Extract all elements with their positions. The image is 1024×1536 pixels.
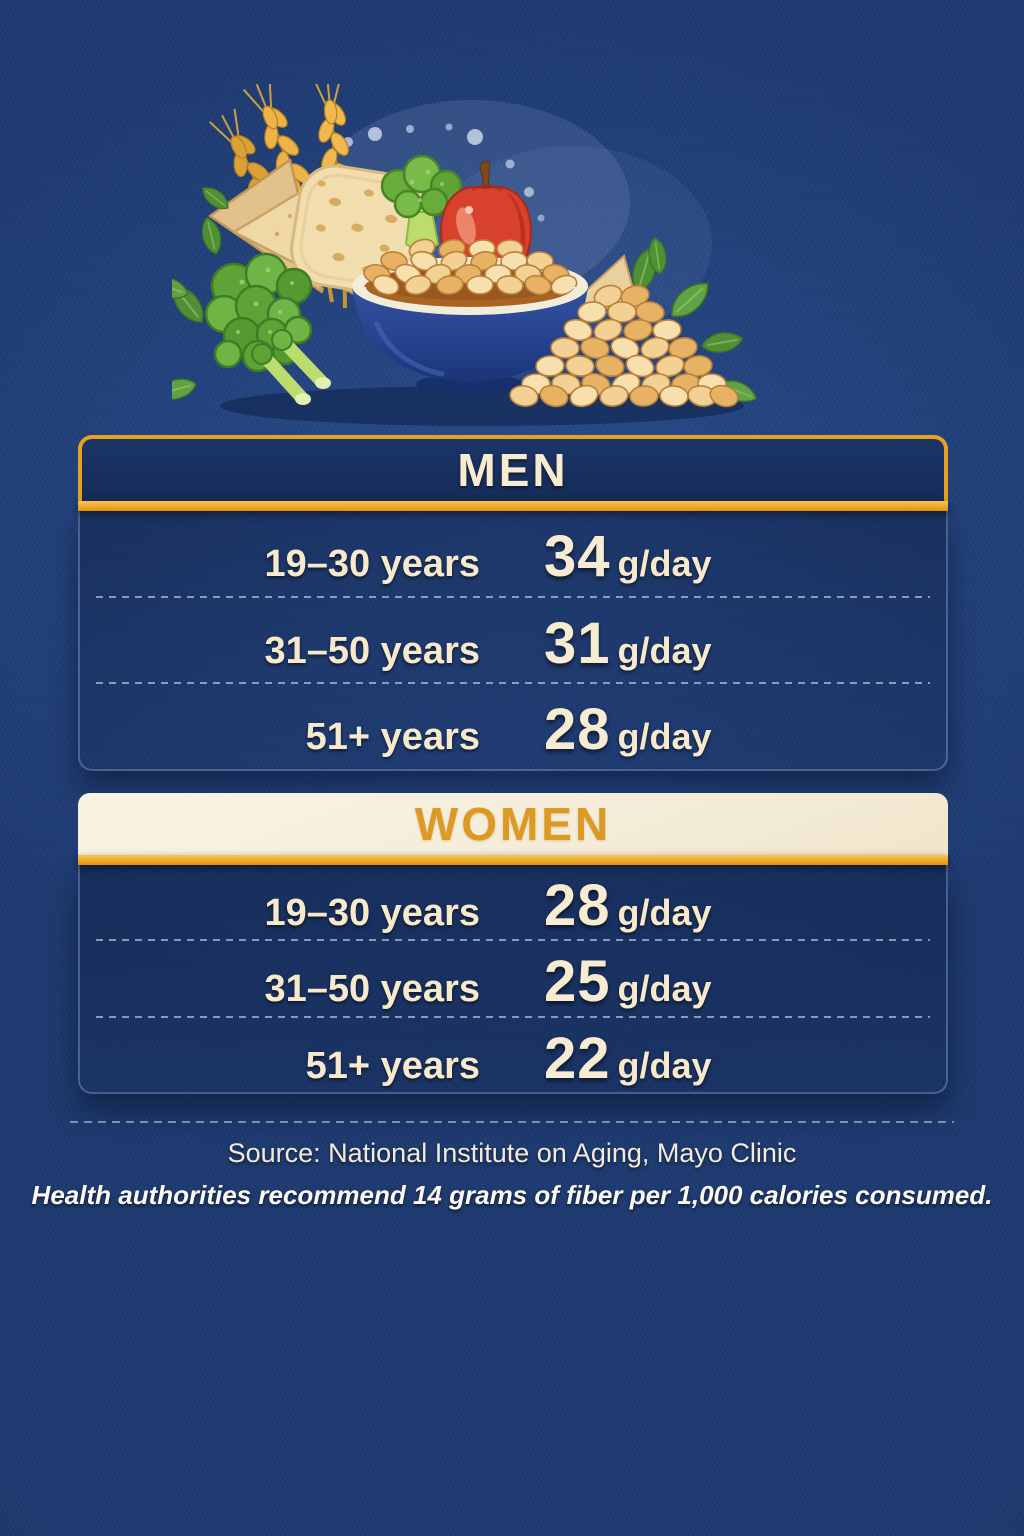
- value-cell: 31 g/day: [544, 610, 712, 676]
- row-divider: [96, 939, 930, 942]
- men-table-header: MEN: [78, 435, 948, 501]
- grams-value: 34: [544, 524, 611, 589]
- row-divider: [96, 682, 930, 685]
- age-label: 51+ years: [305, 1044, 480, 1087]
- women-gold-divider: [78, 855, 948, 865]
- fiber-foods-illustration: [144, 74, 852, 432]
- men-title: MEN: [457, 444, 569, 496]
- grams-unit: g/day: [617, 629, 712, 671]
- value-cell: 22 g/day: [544, 1025, 712, 1091]
- table-row: 51+ years 28 g/day: [80, 684, 946, 769]
- broccoli-cluster: [204, 252, 331, 405]
- grams-unit: g/day: [617, 1044, 712, 1086]
- value-cell: 25 g/day: [544, 953, 712, 1011]
- table-row: 51+ years 22 g/day: [80, 1018, 946, 1092]
- grams-value: 28: [544, 873, 611, 938]
- grams-value: 28: [544, 697, 611, 763]
- women-title: WOMEN: [414, 798, 612, 850]
- grams-value: 25: [544, 949, 611, 1015]
- value-cell: 28 g/day: [544, 701, 712, 759]
- age-label: 19–30 years: [264, 892, 480, 934]
- recommendation-text: Health authorities recommend 14 grams of…: [31, 1180, 993, 1210]
- bean-bowl: [352, 238, 588, 394]
- age-label: 19–30 years: [264, 543, 480, 585]
- nut-pile: [509, 284, 739, 408]
- sparkle-dots: [343, 123, 545, 222]
- table-row: 19–30 years 28 g/day: [80, 865, 946, 939]
- footer-divider: [70, 1121, 954, 1123]
- table-row: 31–50 years 31 g/day: [80, 598, 946, 683]
- women-table: WOMEN 19–30 years 28 g/day 31–50 years 2…: [78, 793, 948, 1094]
- grams-value: 31: [544, 610, 611, 676]
- men-gold-divider: [78, 501, 948, 511]
- men-table-body: 19–30 years 34 g/day 31–50 years 31 g/da…: [78, 511, 948, 771]
- grams-unit: g/day: [617, 968, 712, 1010]
- table-row: 31–50 years 25 g/day: [80, 941, 946, 1015]
- grams-unit: g/day: [617, 892, 712, 933]
- broccoli-top: [380, 154, 463, 251]
- men-table: MEN 19–30 years 34 g/day 31–50 years 31 …: [78, 435, 948, 771]
- row-divider: [96, 1015, 930, 1018]
- fiber-foods-svg: [144, 74, 761, 426]
- value-cell: 34 g/day: [544, 528, 712, 586]
- age-label: 31–50 years: [264, 968, 480, 1011]
- age-label: 31–50 years: [264, 629, 480, 672]
- value-cell: 28 g/day: [544, 877, 712, 935]
- row-divider: [96, 595, 930, 598]
- grams-unit: g/day: [617, 543, 712, 584]
- women-table-body: 19–30 years 28 g/day 31–50 years 25 g/da…: [78, 865, 948, 1094]
- grams-value: 22: [544, 1025, 611, 1091]
- broccoli-stalks: [251, 329, 331, 405]
- grams-unit: g/day: [617, 716, 712, 758]
- source-text: Source: National Institute on Aging, May…: [227, 1138, 797, 1168]
- age-label: 51+ years: [305, 716, 480, 759]
- women-table-header: WOMEN: [78, 793, 948, 855]
- table-row: 19–30 years 34 g/day: [80, 511, 946, 596]
